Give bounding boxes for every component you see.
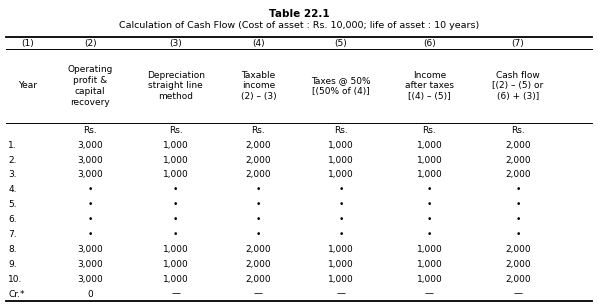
Text: •: • bbox=[173, 230, 178, 239]
Text: •: • bbox=[515, 215, 520, 224]
Text: 2,000: 2,000 bbox=[505, 245, 530, 254]
Text: 1,000: 1,000 bbox=[328, 245, 354, 254]
Text: 1,000: 1,000 bbox=[163, 260, 189, 269]
Text: •: • bbox=[88, 215, 93, 224]
Text: Rs.: Rs. bbox=[169, 126, 182, 135]
Text: —: — bbox=[254, 290, 263, 298]
Text: 1,000: 1,000 bbox=[416, 170, 443, 179]
Text: 2,000: 2,000 bbox=[246, 260, 271, 269]
Text: Table 22.1: Table 22.1 bbox=[269, 9, 329, 19]
Text: (3): (3) bbox=[169, 39, 182, 48]
Text: Cr.*: Cr.* bbox=[8, 290, 25, 298]
Text: 2,000: 2,000 bbox=[246, 156, 271, 165]
Text: •: • bbox=[88, 230, 93, 239]
Text: •: • bbox=[427, 200, 432, 209]
Text: 7.: 7. bbox=[8, 230, 17, 239]
Text: •: • bbox=[427, 215, 432, 224]
Text: 1,000: 1,000 bbox=[328, 156, 354, 165]
Text: 1,000: 1,000 bbox=[328, 141, 354, 150]
Text: •: • bbox=[173, 215, 178, 224]
Text: (5): (5) bbox=[334, 39, 347, 48]
Text: 2,000: 2,000 bbox=[505, 141, 530, 150]
Text: •: • bbox=[88, 200, 93, 209]
Text: •: • bbox=[173, 200, 178, 209]
Text: •: • bbox=[256, 215, 261, 224]
Text: 3,000: 3,000 bbox=[77, 245, 103, 254]
Text: •: • bbox=[515, 200, 520, 209]
Text: Operating
profit &
capital
recovery: Operating profit & capital recovery bbox=[68, 65, 113, 107]
Text: Calculation of Cash Flow (Cost of asset : Rs. 10,000; life of asset : 10 years): Calculation of Cash Flow (Cost of asset … bbox=[119, 21, 479, 30]
Text: 1,000: 1,000 bbox=[328, 260, 354, 269]
Text: •: • bbox=[515, 185, 520, 194]
Text: —: — bbox=[171, 290, 181, 298]
Text: 1,000: 1,000 bbox=[163, 275, 189, 284]
Text: (6): (6) bbox=[423, 39, 436, 48]
Text: Rs.: Rs. bbox=[511, 126, 524, 135]
Text: Rs.: Rs. bbox=[252, 126, 265, 135]
Text: •: • bbox=[338, 185, 343, 194]
Text: Year: Year bbox=[18, 81, 37, 91]
Text: (1): (1) bbox=[21, 39, 34, 48]
Text: Rs.: Rs. bbox=[334, 126, 347, 135]
Text: 3,000: 3,000 bbox=[77, 141, 103, 150]
Text: 5.: 5. bbox=[8, 200, 17, 209]
Text: •: • bbox=[515, 230, 520, 239]
Text: Income
after taxes
[(4) – (5)]: Income after taxes [(4) – (5)] bbox=[405, 71, 454, 101]
Text: •: • bbox=[173, 185, 178, 194]
Text: 3,000: 3,000 bbox=[77, 156, 103, 165]
Text: 2.: 2. bbox=[8, 156, 17, 165]
Text: 2,000: 2,000 bbox=[505, 260, 530, 269]
Text: Taxable
income
(2) – (3): Taxable income (2) – (3) bbox=[240, 71, 276, 101]
Text: •: • bbox=[256, 185, 261, 194]
Text: •: • bbox=[256, 200, 261, 209]
Text: 1,000: 1,000 bbox=[163, 141, 189, 150]
Text: 10.: 10. bbox=[8, 275, 23, 284]
Text: 1.: 1. bbox=[8, 141, 17, 150]
Text: •: • bbox=[256, 230, 261, 239]
Text: —: — bbox=[425, 290, 434, 298]
Text: Cash flow
[(2) – (5) or
(6) + (3)]: Cash flow [(2) – (5) or (6) + (3)] bbox=[492, 71, 544, 101]
Text: 3,000: 3,000 bbox=[77, 170, 103, 179]
Text: 1,000: 1,000 bbox=[163, 156, 189, 165]
Text: 3,000: 3,000 bbox=[77, 275, 103, 284]
Text: (4): (4) bbox=[252, 39, 265, 48]
Text: 2,000: 2,000 bbox=[505, 275, 530, 284]
Text: Depreciation
straight line
method: Depreciation straight line method bbox=[147, 71, 205, 101]
Text: Rs.: Rs. bbox=[84, 126, 97, 135]
Text: •: • bbox=[427, 185, 432, 194]
Text: 1,000: 1,000 bbox=[416, 245, 443, 254]
Text: (7): (7) bbox=[511, 39, 524, 48]
Text: 0: 0 bbox=[87, 290, 93, 298]
Text: 3,000: 3,000 bbox=[77, 260, 103, 269]
Text: 1,000: 1,000 bbox=[416, 260, 443, 269]
Text: •: • bbox=[338, 230, 343, 239]
Text: (2): (2) bbox=[84, 39, 97, 48]
Text: •: • bbox=[338, 200, 343, 209]
Text: 6.: 6. bbox=[8, 215, 17, 224]
Text: •: • bbox=[338, 215, 343, 224]
Text: 1,000: 1,000 bbox=[163, 170, 189, 179]
Text: 2,000: 2,000 bbox=[246, 245, 271, 254]
Text: •: • bbox=[88, 185, 93, 194]
Text: 2,000: 2,000 bbox=[246, 141, 271, 150]
Text: —: — bbox=[336, 290, 346, 298]
Text: 1,000: 1,000 bbox=[328, 170, 354, 179]
Text: 1,000: 1,000 bbox=[416, 275, 443, 284]
Text: —: — bbox=[513, 290, 523, 298]
Text: •: • bbox=[427, 230, 432, 239]
Text: 3.: 3. bbox=[8, 170, 17, 179]
Text: Rs.: Rs. bbox=[423, 126, 436, 135]
Text: 1,000: 1,000 bbox=[416, 156, 443, 165]
Text: Taxes @ 50%
[(50% of (4)]: Taxes @ 50% [(50% of (4)] bbox=[311, 76, 371, 96]
Text: 1,000: 1,000 bbox=[328, 275, 354, 284]
Text: 2,000: 2,000 bbox=[246, 170, 271, 179]
Text: 2,000: 2,000 bbox=[505, 156, 530, 165]
Text: 9.: 9. bbox=[8, 260, 17, 269]
Text: 2,000: 2,000 bbox=[246, 275, 271, 284]
Text: 1,000: 1,000 bbox=[416, 141, 443, 150]
Text: 1,000: 1,000 bbox=[163, 245, 189, 254]
Text: 2,000: 2,000 bbox=[505, 170, 530, 179]
Text: 4.: 4. bbox=[8, 185, 17, 194]
Text: 8.: 8. bbox=[8, 245, 17, 254]
